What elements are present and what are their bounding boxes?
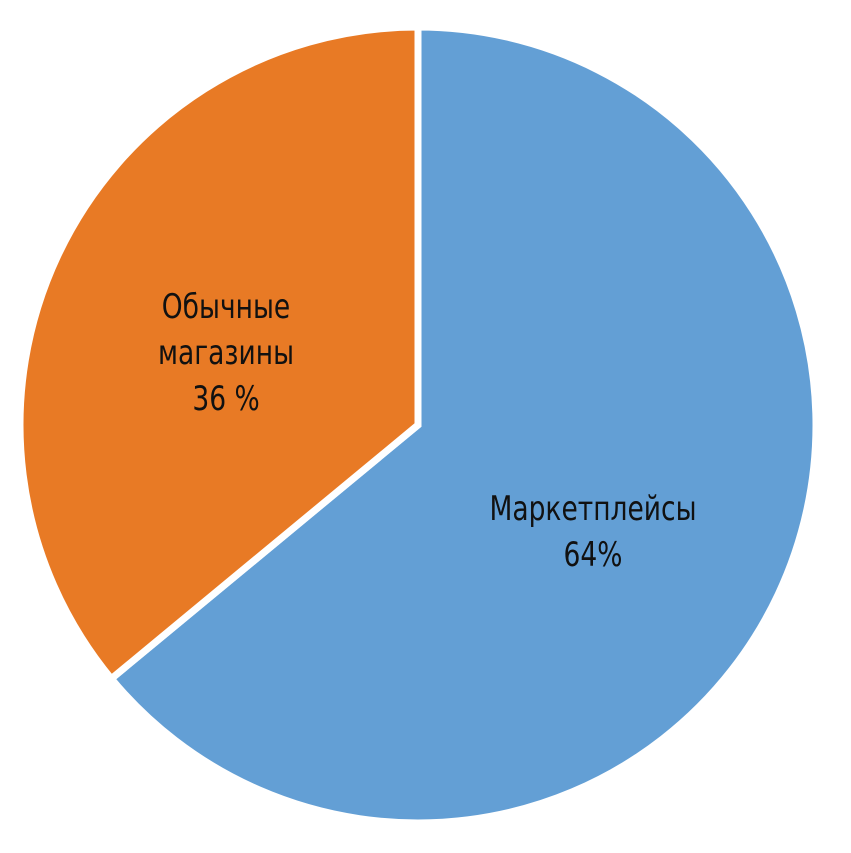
slice-label-line: 36 %	[192, 380, 259, 419]
pie-slice-1	[106, 23, 820, 827]
slice-label-1: Маркетплейсы 64%	[489, 490, 696, 575]
pie-slice-2	[16, 23, 422, 684]
slice-label-line: 64%	[564, 536, 623, 575]
slice-label-line: магазины	[158, 334, 294, 373]
slice-label-line: Обычные	[162, 288, 290, 327]
slice-label-2: Обычные магазины 36 %	[158, 288, 294, 419]
slice-label-line: Маркетплейсы	[489, 490, 696, 529]
